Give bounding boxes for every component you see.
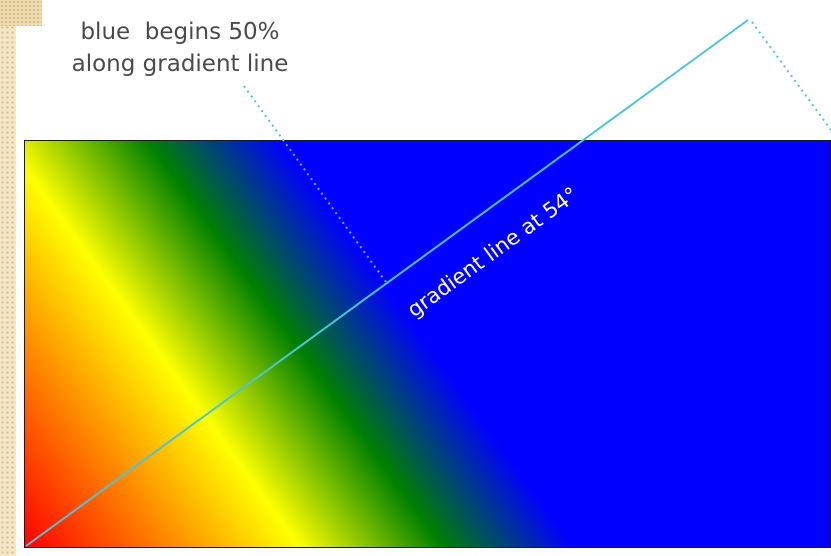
decorative-corner-patch — [0, 0, 42, 26]
blue-start-guide-line — [243, 85, 387, 283]
annotation-line-1: blue begins 50% — [80, 19, 280, 45]
annotation-line-2: along gradient line — [71, 51, 289, 77]
decorative-side-strip — [0, 0, 16, 556]
gradient-line — [25, 19, 749, 547]
gradient-end-guide-line — [751, 21, 831, 131]
annotation-caption: blue begins 50% along gradient line — [30, 16, 330, 80]
linear-gradient-box — [24, 140, 831, 548]
